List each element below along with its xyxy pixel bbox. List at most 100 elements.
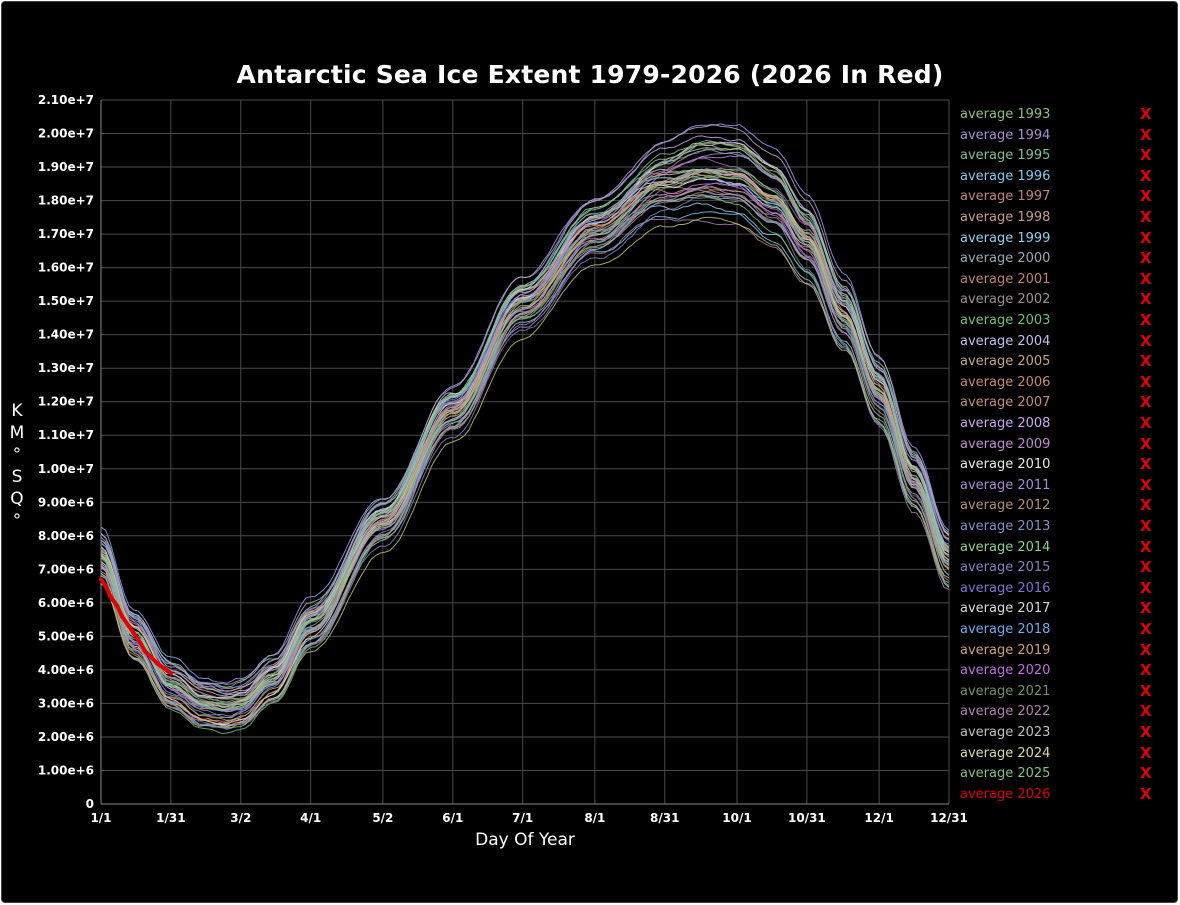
legend-item-label[interactable]: average 2025 [960,766,1051,782]
legend-item[interactable]: average 2012 X [960,496,1160,518]
legend-item-label[interactable]: average 2015 [960,560,1051,576]
legend-item[interactable]: average 1993 X [960,105,1160,127]
remove-series-button[interactable]: X [1140,105,1152,123]
legend-item-label[interactable]: average 2010 [960,457,1051,473]
legend-item-label[interactable]: average 2003 [960,313,1051,328]
legend-item[interactable]: average 2004 X [960,332,1160,354]
legend-item[interactable]: average 2014 X [960,537,1160,560]
legend-item[interactable]: average 2021 X [960,681,1160,704]
legend-item[interactable]: average 2018 X [960,620,1160,642]
legend-item-label[interactable]: average 1995 [960,148,1051,164]
legend-item[interactable]: average 2006 X [960,372,1160,395]
legend-item-label[interactable]: average 2023 [960,725,1051,740]
legend-item-label[interactable]: average 2019 [960,642,1051,658]
legend-item[interactable]: average 2008 X [960,414,1160,436]
remove-series-button[interactable]: X [1140,764,1152,783]
remove-series-button[interactable]: X [1140,249,1152,268]
legend-item[interactable]: average 2009 X [960,434,1160,457]
remove-series-button[interactable]: X [1140,784,1152,803]
legend-item-label[interactable]: average 2024 [960,745,1051,761]
legend-item[interactable]: average 1996 X [960,166,1160,189]
legend-item[interactable]: average 1999 X [960,228,1160,251]
legend-item-label[interactable]: average 2021 [960,683,1051,699]
legend-item[interactable]: average 2024 X [960,743,1160,766]
legend-item-label[interactable]: average 2018 [960,622,1051,637]
legend-item[interactable]: average 2023 X [960,723,1160,745]
legend-item[interactable]: average 1995 X [960,146,1160,168]
legend-item[interactable]: average 2002 X [960,290,1160,312]
remove-series-button[interactable]: X [1140,702,1152,721]
legend-item[interactable]: average 2000 X [960,249,1160,271]
legend-item-label[interactable]: average 2001 [960,271,1051,287]
remove-series-button[interactable]: X [1140,125,1152,144]
legend-item[interactable]: average 1997 X [960,187,1160,209]
remove-series-button[interactable]: X [1140,166,1152,185]
legend-item[interactable]: average 2022 X [960,702,1160,724]
legend-item-label[interactable]: average 1993 [960,107,1051,122]
legend-item-label[interactable]: average 2012 [960,498,1051,514]
remove-series-button[interactable]: X [1140,393,1152,412]
legend-item[interactable]: average 2005 X [960,352,1160,374]
remove-series-button[interactable]: X [1140,372,1152,391]
remove-series-button[interactable]: X [1140,723,1152,741]
legend-item-label[interactable]: average 2014 [960,539,1051,555]
remove-series-button[interactable]: X [1140,228,1152,247]
legend-item[interactable]: average 2025 X [960,764,1160,786]
legend-item[interactable]: average 2017 X [960,599,1160,621]
remove-series-button[interactable]: X [1140,455,1152,474]
legend-item-label[interactable]: average 2022 [960,704,1051,720]
remove-series-button[interactable]: X [1140,496,1152,515]
legend-item[interactable]: average 2007 X [960,393,1160,415]
legend-item-label[interactable]: average 1996 [960,168,1051,184]
legend-item-label[interactable]: average 2017 [960,601,1051,617]
legend-item-label[interactable]: average 2020 [960,663,1051,679]
legend-item-label[interactable]: average 2026 [960,786,1051,802]
remove-series-button[interactable]: X [1140,558,1152,577]
legend-item-label[interactable]: average 2008 [960,416,1051,431]
legend-item-label[interactable]: average 2000 [960,251,1051,267]
remove-series-button[interactable]: X [1140,578,1152,597]
legend-item-label[interactable]: average 2013 [960,519,1051,534]
legend-item[interactable]: average 1994 X [960,125,1160,148]
remove-series-button[interactable]: X [1140,743,1152,762]
remove-series-button[interactable]: X [1140,414,1152,432]
legend-item[interactable]: average 2016 X [960,578,1160,601]
legend-item[interactable]: average 2019 X [960,640,1160,663]
legend-item-label[interactable]: average 2005 [960,354,1051,370]
remove-series-button[interactable]: X [1140,599,1152,618]
remove-series-button[interactable]: X [1140,187,1152,206]
remove-series-button[interactable]: X [1140,517,1152,535]
legend-item[interactable]: average 2013 X [960,517,1160,539]
legend-item-label[interactable]: average 2006 [960,374,1051,390]
remove-series-button[interactable]: X [1140,620,1152,638]
remove-series-button[interactable]: X [1140,311,1152,329]
legend-item[interactable]: average 1998 X [960,208,1160,230]
legend-item[interactable]: average 2011 X [960,475,1160,498]
legend-item[interactable]: average 2020 X [960,661,1160,683]
legend-item-label[interactable]: average 1997 [960,189,1051,205]
legend-item-label[interactable]: average 2004 [960,333,1051,349]
remove-series-button[interactable]: X [1140,208,1152,226]
legend-item-label[interactable]: average 2002 [960,292,1051,308]
legend-item-label[interactable]: average 1999 [960,230,1051,246]
remove-series-button[interactable]: X [1140,537,1152,556]
legend-item-label[interactable]: average 2007 [960,395,1051,411]
remove-series-button[interactable]: X [1140,146,1152,165]
remove-series-button[interactable]: X [1140,290,1152,309]
legend-item[interactable]: average 2003 X [960,311,1160,333]
remove-series-button[interactable]: X [1140,269,1152,288]
legend-item[interactable]: average 2010 X [960,455,1160,477]
legend-item-label[interactable]: average 2016 [960,580,1051,596]
legend-item[interactable]: average 2026 X [960,784,1160,807]
remove-series-button[interactable]: X [1140,640,1152,659]
remove-series-button[interactable]: X [1140,681,1152,700]
remove-series-button[interactable]: X [1140,434,1152,453]
remove-series-button[interactable]: X [1140,475,1152,494]
legend-item[interactable]: average 2001 X [960,269,1160,292]
legend-item-label[interactable]: average 1998 [960,210,1051,225]
remove-series-button[interactable]: X [1140,352,1152,371]
legend-item-label[interactable]: average 2009 [960,436,1051,452]
remove-series-button[interactable]: X [1140,661,1152,680]
legend-item[interactable]: average 2015 X [960,558,1160,580]
legend-item-label[interactable]: average 2011 [960,477,1051,493]
